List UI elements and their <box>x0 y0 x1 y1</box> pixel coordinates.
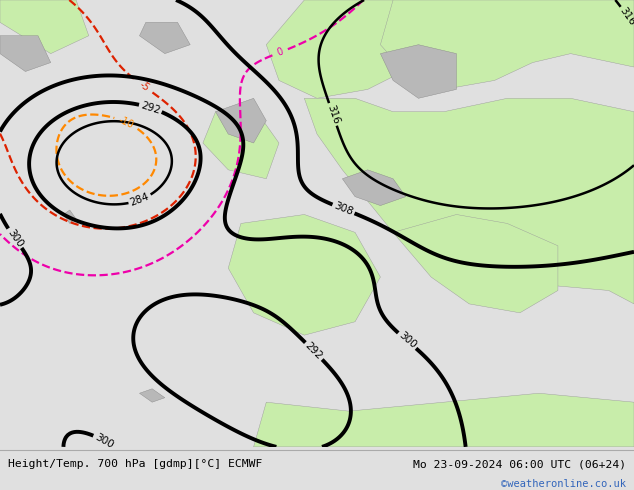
Polygon shape <box>203 107 279 179</box>
Text: 300: 300 <box>396 330 418 351</box>
Polygon shape <box>0 36 51 72</box>
Polygon shape <box>0 0 89 53</box>
Text: Mo 23-09-2024 06:00 UTC (06+24): Mo 23-09-2024 06:00 UTC (06+24) <box>413 459 626 469</box>
Text: 316: 316 <box>325 103 341 125</box>
Text: ©weatheronline.co.uk: ©weatheronline.co.uk <box>501 479 626 489</box>
Text: 0: 0 <box>275 47 285 58</box>
Text: 284: 284 <box>129 192 151 208</box>
Polygon shape <box>304 98 634 304</box>
Polygon shape <box>228 215 380 335</box>
Polygon shape <box>139 23 190 53</box>
Polygon shape <box>380 0 634 89</box>
Text: -5: -5 <box>138 80 152 94</box>
Text: Height/Temp. 700 hPa [gdmp][°C] ECMWF: Height/Temp. 700 hPa [gdmp][°C] ECMWF <box>8 459 262 469</box>
Polygon shape <box>342 170 406 206</box>
Text: 292: 292 <box>303 341 325 362</box>
Text: 308: 308 <box>332 201 354 217</box>
Polygon shape <box>139 389 165 402</box>
Polygon shape <box>380 45 456 98</box>
Polygon shape <box>393 215 558 313</box>
Text: 292: 292 <box>139 100 162 116</box>
Polygon shape <box>254 393 634 447</box>
Polygon shape <box>63 210 76 223</box>
Text: 300: 300 <box>93 432 115 450</box>
Text: 300: 300 <box>5 227 25 249</box>
Text: -10: -10 <box>117 115 136 130</box>
Polygon shape <box>266 0 507 98</box>
Polygon shape <box>216 98 266 143</box>
Text: 316: 316 <box>618 5 634 27</box>
